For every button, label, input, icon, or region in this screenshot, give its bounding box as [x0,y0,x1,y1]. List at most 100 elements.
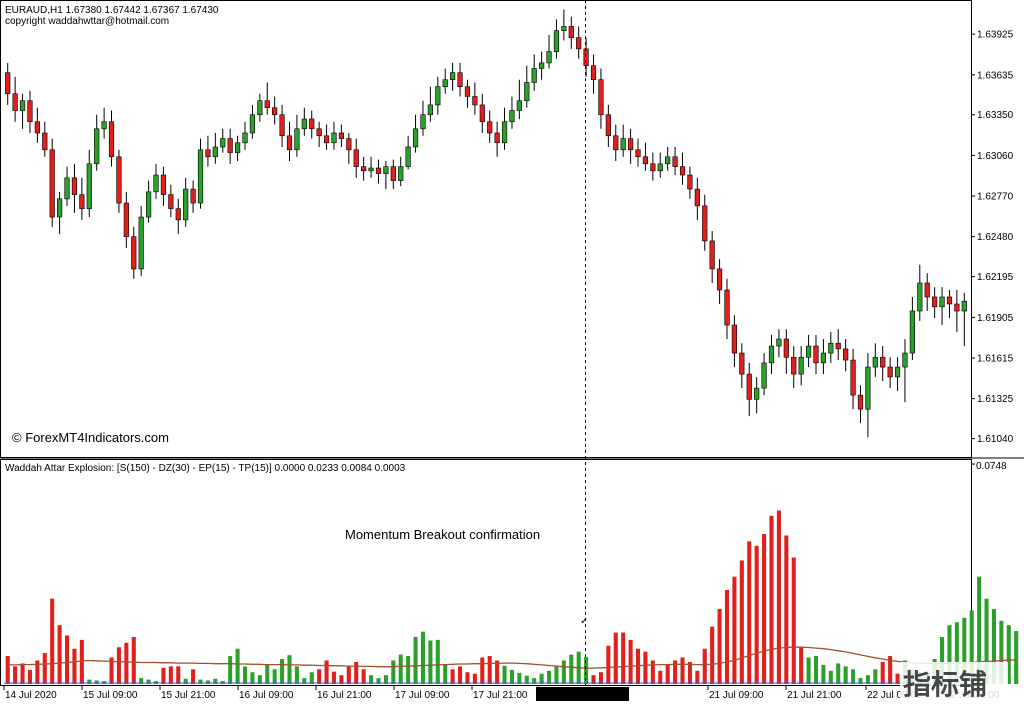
candle [412,114,419,153]
time-highlight-box [536,687,629,701]
candle [932,287,938,319]
momentum-annotation: Momentum Breakout confirmation [345,527,540,542]
momentum-bar [621,632,626,684]
momentum-bar [962,617,967,684]
candle-body [435,86,441,106]
momentum-bar [213,678,218,684]
price-label: 1.62480 [977,232,1014,243]
momentum-bar [695,670,700,684]
momentum-bar [235,648,240,684]
candle [909,296,915,361]
candle-body [739,352,745,375]
momentum-bar [79,639,84,684]
momentum-bar [613,632,618,684]
momentum-bar [20,663,25,684]
momentum-bar [947,625,952,684]
momentum-bar [628,639,633,684]
candle-body [694,188,700,207]
momentum-bar [984,598,989,684]
candle [234,135,241,162]
candle-body [242,132,248,144]
momentum-bar [265,664,270,684]
candle-body [457,72,463,88]
candle [160,166,167,206]
candle-body [405,146,411,167]
price-label: 1.63350 [977,110,1014,121]
candle [242,121,248,150]
candle-body [227,138,233,153]
momentum-bar [791,557,796,684]
candle [27,90,33,133]
momentum-histogram [4,510,1019,684]
candle-body [709,240,715,270]
momentum-bar [643,651,648,684]
candle-body [924,282,930,298]
momentum-bar [999,620,1004,684]
candle [576,26,582,59]
candle [272,96,278,125]
price-label: 1.63060 [977,151,1014,162]
momentum-bar [680,657,685,684]
candle-body [257,100,263,116]
candle [791,346,797,389]
candle-body [546,51,552,64]
candle [71,163,78,213]
candle [183,177,189,227]
candle-body [887,366,893,378]
candle [249,104,256,139]
candle-body [598,79,604,116]
candle-body [279,114,285,137]
candle-body [487,121,493,134]
candle-body [583,48,589,66]
candle-body [249,114,256,134]
candle-body [524,82,530,102]
candle [79,177,85,220]
candle-body [961,300,967,312]
indicator-panel-border [0,459,972,686]
candle [857,385,864,424]
candle [946,289,953,319]
candle-body [175,208,181,221]
candle [598,68,604,129]
indicator-max-label: 0.0748 [976,461,1007,472]
candle [761,353,767,396]
momentum-bar [969,610,974,684]
momentum-bar [673,660,678,684]
candle [501,107,508,150]
candle-body [5,72,11,95]
candle-body [687,174,693,190]
momentum-bar [13,666,18,684]
time-label: 21 Jul 21:00 [787,690,842,701]
momentum-bar [1014,631,1019,684]
momentum-bar [458,666,463,684]
explosion-trend-line [7,646,1017,669]
candle-body [160,174,167,195]
candle-body [427,104,433,116]
momentum-bar [161,667,166,684]
momentum-bar [821,664,826,684]
candle [101,107,107,139]
candle-body [568,26,574,38]
price-label: 1.61040 [977,434,1014,445]
candle-body [954,303,960,312]
candle [479,93,485,133]
candle [368,156,374,178]
momentum-bar [250,672,255,684]
candle [5,62,11,105]
candle-body [590,65,597,81]
momentum-bar [487,656,492,684]
candle-body [197,149,204,204]
candle-body [390,166,396,181]
price-axis: 1.63925 1.63635 1.63350 1.63060 1.62770 1.624… [971,30,1014,465]
momentum-bar [94,680,99,684]
candle [924,273,930,312]
candle-body [798,356,804,375]
candle [205,135,211,167]
momentum-bar [702,648,707,684]
candle-body [813,345,819,364]
candle [494,121,500,157]
candle-body [383,166,389,174]
candle [805,334,812,368]
candle [620,124,626,157]
